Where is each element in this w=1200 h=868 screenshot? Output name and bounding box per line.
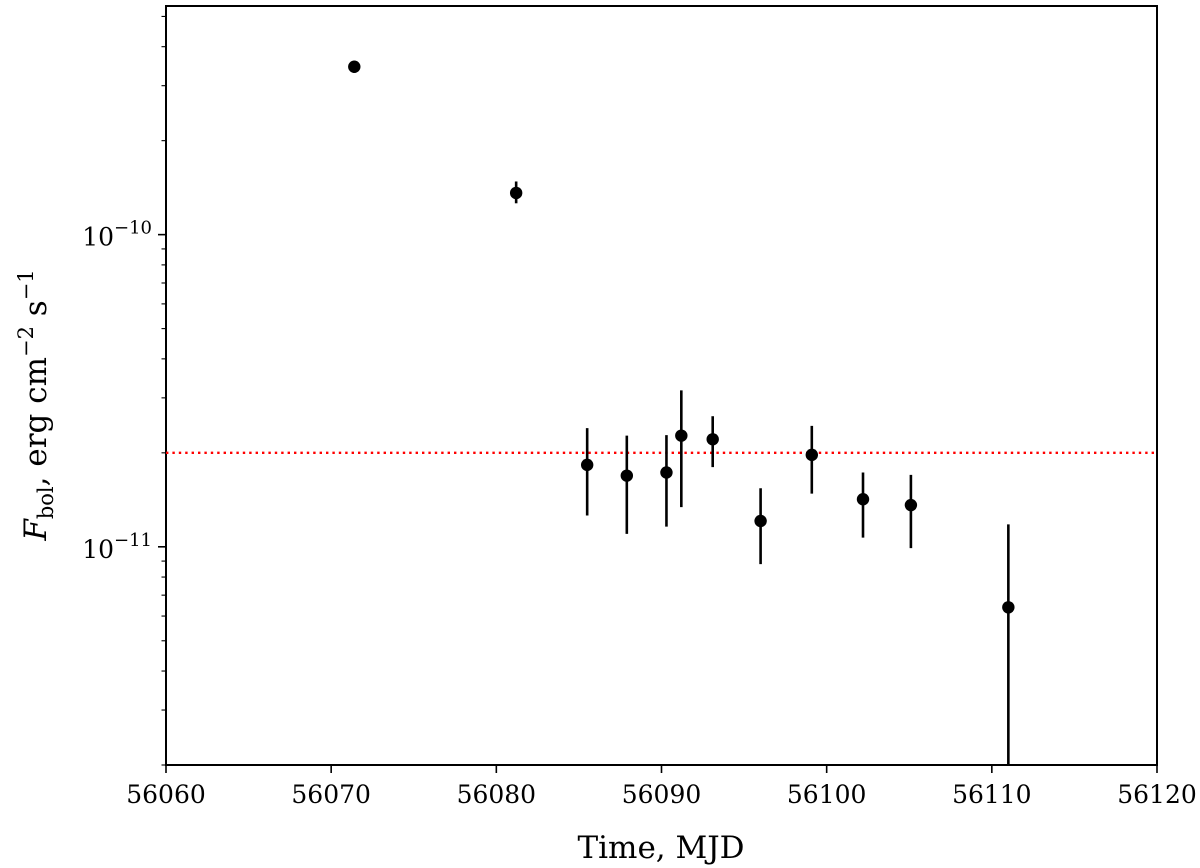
y-tick-label: 10−10 (82, 218, 152, 252)
x-tick-label: 56080 (457, 780, 537, 809)
data-point-7 (706, 416, 719, 468)
marker (706, 433, 719, 446)
marker (856, 493, 870, 506)
y-axis-title: Fbol, erg cm−2 s−1 (14, 269, 58, 541)
x-tick-label: 56110 (952, 780, 1032, 809)
x-tick-label: 56100 (787, 780, 867, 809)
marker (754, 514, 767, 528)
marker (660, 466, 673, 479)
data-points-layer (348, 60, 1015, 765)
y-tick-label: 10−11 (82, 530, 152, 564)
y-axis: 10−11 10−10 (82, 15, 166, 766)
data-point-3 (580, 428, 594, 516)
data-point-2 (509, 181, 523, 204)
data-point-9 (805, 425, 819, 494)
x-axis-title: Time, MJD (577, 830, 744, 866)
x-tick-label: 56120 (1117, 780, 1197, 809)
marker (348, 60, 361, 73)
marker (580, 458, 594, 472)
data-point-4 (620, 435, 634, 534)
data-point-8 (754, 488, 767, 565)
data-point-6 (675, 390, 688, 508)
data-point-5 (660, 435, 673, 527)
x-axis: 56060 56070 56080 56090 56100 56110 56120 (126, 765, 1197, 809)
x-tick-label: 56060 (126, 780, 206, 809)
x-tick-label: 56070 (291, 780, 371, 809)
marker (904, 498, 918, 512)
data-point-11 (904, 474, 918, 549)
marker (1002, 601, 1015, 614)
x-tick-label: 56090 (622, 780, 702, 809)
marker (805, 448, 819, 462)
marker (675, 429, 688, 442)
marker (509, 186, 523, 200)
data-point-12 (1002, 524, 1015, 765)
marker (620, 469, 634, 482)
data-point-10 (856, 472, 870, 538)
data-point-1 (348, 60, 361, 73)
